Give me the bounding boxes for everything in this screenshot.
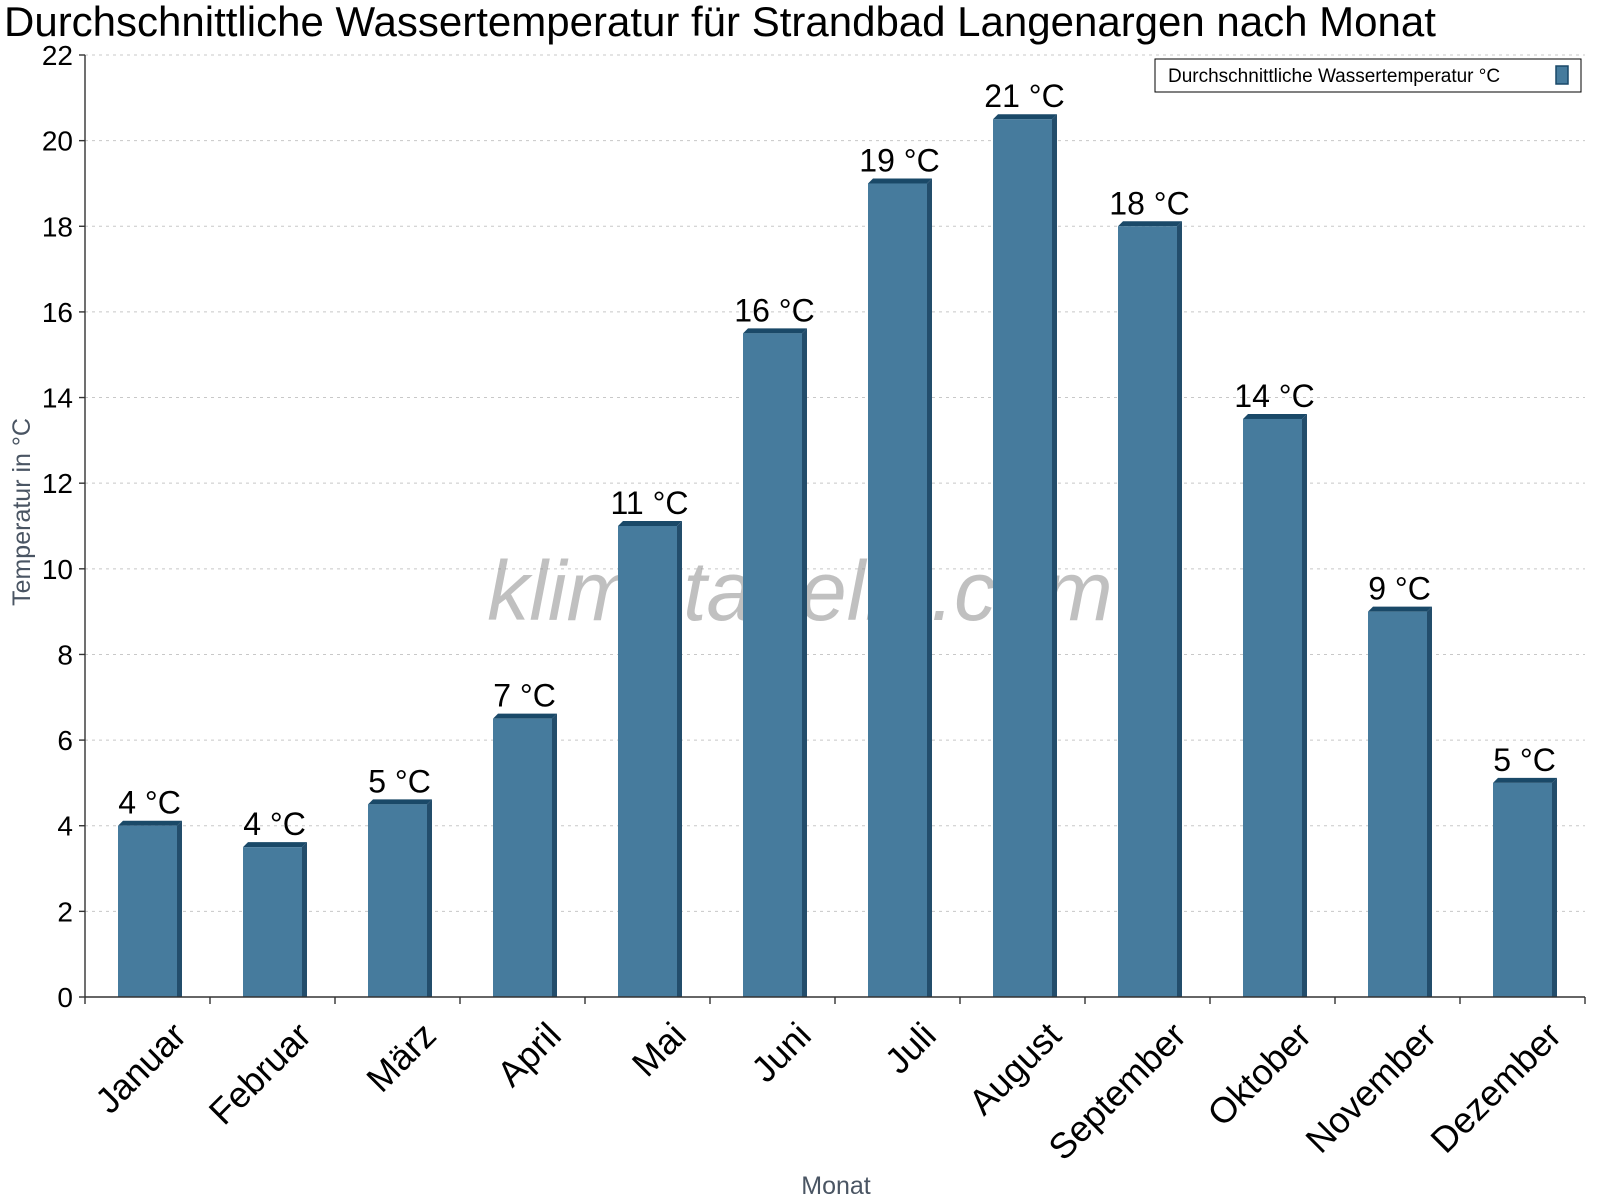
data-label: 16 °C	[734, 292, 814, 328]
data-label: 5 °C	[1493, 742, 1556, 778]
x-tick-label: Juli	[877, 1014, 944, 1081]
bar-front	[868, 183, 927, 998]
y-tick-label: 20	[42, 126, 73, 157]
y-tick-label: 16	[42, 297, 73, 328]
bar-top	[868, 178, 932, 184]
axes	[79, 54, 1586, 1004]
bar-side	[1427, 606, 1432, 997]
data-label: 19 °C	[859, 142, 939, 178]
bar	[993, 114, 1057, 997]
bar	[1243, 413, 1307, 997]
bar-top	[118, 820, 182, 826]
x-tick-label: September	[1040, 1014, 1194, 1168]
bar-top	[368, 799, 432, 805]
bar-side	[1302, 413, 1307, 997]
x-tick-label: Dezember	[1422, 1014, 1568, 1160]
bar	[118, 820, 182, 997]
bar	[1493, 777, 1557, 997]
gridlines	[85, 54, 1585, 912]
bar-top	[243, 842, 307, 848]
data-label: 4 °C	[243, 806, 306, 842]
y-tick-label: 18	[42, 211, 73, 242]
bar	[618, 521, 682, 997]
bar	[743, 328, 807, 997]
data-label: 7 °C	[493, 678, 556, 714]
x-tick-label: Januar	[87, 1014, 194, 1121]
data-label: 14 °C	[1234, 378, 1314, 414]
bar	[1368, 606, 1432, 997]
y-axis-label: Temperatur in °C	[8, 418, 36, 606]
bar-front	[1118, 226, 1177, 998]
bar-top	[1493, 777, 1557, 783]
y-tick-labels: 0 2 4 6 8 10 12 14 16 18 20 22	[42, 40, 73, 1013]
bar-side	[1052, 114, 1057, 997]
bar-side	[802, 328, 807, 997]
y-tick-label: 10	[42, 554, 73, 585]
bar-top	[1243, 413, 1307, 419]
y-tick-label: 6	[57, 725, 73, 756]
bar	[1118, 221, 1182, 998]
data-label: 5 °C	[368, 763, 431, 799]
bar-front	[1368, 611, 1427, 997]
x-tick-label: April	[489, 1014, 569, 1094]
y-tick-label: 4	[57, 811, 73, 842]
y-tick-label: 14	[42, 383, 73, 414]
x-axis-label: Monat	[801, 1172, 871, 1200]
bar-side	[1177, 221, 1182, 998]
data-label: 4 °C	[118, 785, 181, 821]
bar	[368, 799, 432, 997]
legend-swatch	[1555, 65, 1569, 85]
data-label: 11 °C	[610, 485, 688, 521]
bar-front	[368, 804, 427, 997]
bar-front	[1243, 418, 1302, 997]
x-tick-label: März	[358, 1014, 444, 1100]
bar-side	[927, 178, 932, 998]
bar-top	[1118, 221, 1182, 227]
data-label: 21 °C	[984, 78, 1064, 114]
bar-front	[1493, 782, 1552, 997]
bar-side	[1552, 777, 1557, 997]
bar-side	[302, 842, 307, 997]
bar-front	[743, 333, 802, 997]
legend-box	[1154, 58, 1582, 93]
x-tick-label: November	[1297, 1014, 1443, 1160]
legend-label: Durchschnittliche Wassertemperatur °C	[1168, 66, 1500, 87]
bar-side	[552, 713, 557, 997]
bar-front	[618, 526, 677, 997]
bar-top	[1368, 606, 1432, 612]
bar	[243, 842, 307, 997]
x-tick-label: August	[961, 1014, 1069, 1122]
bar-front	[118, 825, 177, 997]
bar	[868, 178, 932, 998]
y-tick-label: 0	[57, 982, 73, 1013]
bar-top	[743, 328, 807, 334]
y-tick-label: 8	[57, 639, 73, 670]
x-tick-label: Oktober	[1199, 1014, 1319, 1134]
x-tick-label: Juni	[743, 1014, 819, 1090]
data-label: 9 °C	[1368, 571, 1431, 607]
bar-front	[493, 718, 552, 997]
chart-title: Durchschnittliche Wassertemperatur für S…	[4, 0, 1436, 45]
x-tick-labels: Januar Februar März April Mai Juni Juli AugustS…	[87, 1014, 1569, 1168]
bar-side	[677, 521, 682, 997]
bar-front	[993, 119, 1052, 997]
bar-front	[243, 847, 302, 997]
y-tick-label: 12	[42, 468, 73, 499]
bar-side	[427, 799, 432, 997]
bar	[493, 713, 557, 997]
bar-side	[177, 820, 182, 997]
data-labels: 4 °C 4 °C 5 °C 7 °C 11 °C 16 °C 19 °C 21 °C 18 °…	[118, 78, 1556, 842]
legend: Durchschnittliche Wassertemperatur °C	[1154, 58, 1582, 93]
bar-top	[493, 713, 557, 719]
data-label: 18 °C	[1109, 185, 1189, 221]
bars	[118, 114, 1557, 998]
y-tick-label: 22	[42, 40, 73, 71]
bar-top	[618, 521, 682, 526]
y-tick-label: 2	[57, 896, 73, 927]
x-tick-label: Mai	[624, 1014, 694, 1084]
x-tick-label: Februar	[201, 1014, 319, 1132]
bar-top	[993, 114, 1057, 120]
